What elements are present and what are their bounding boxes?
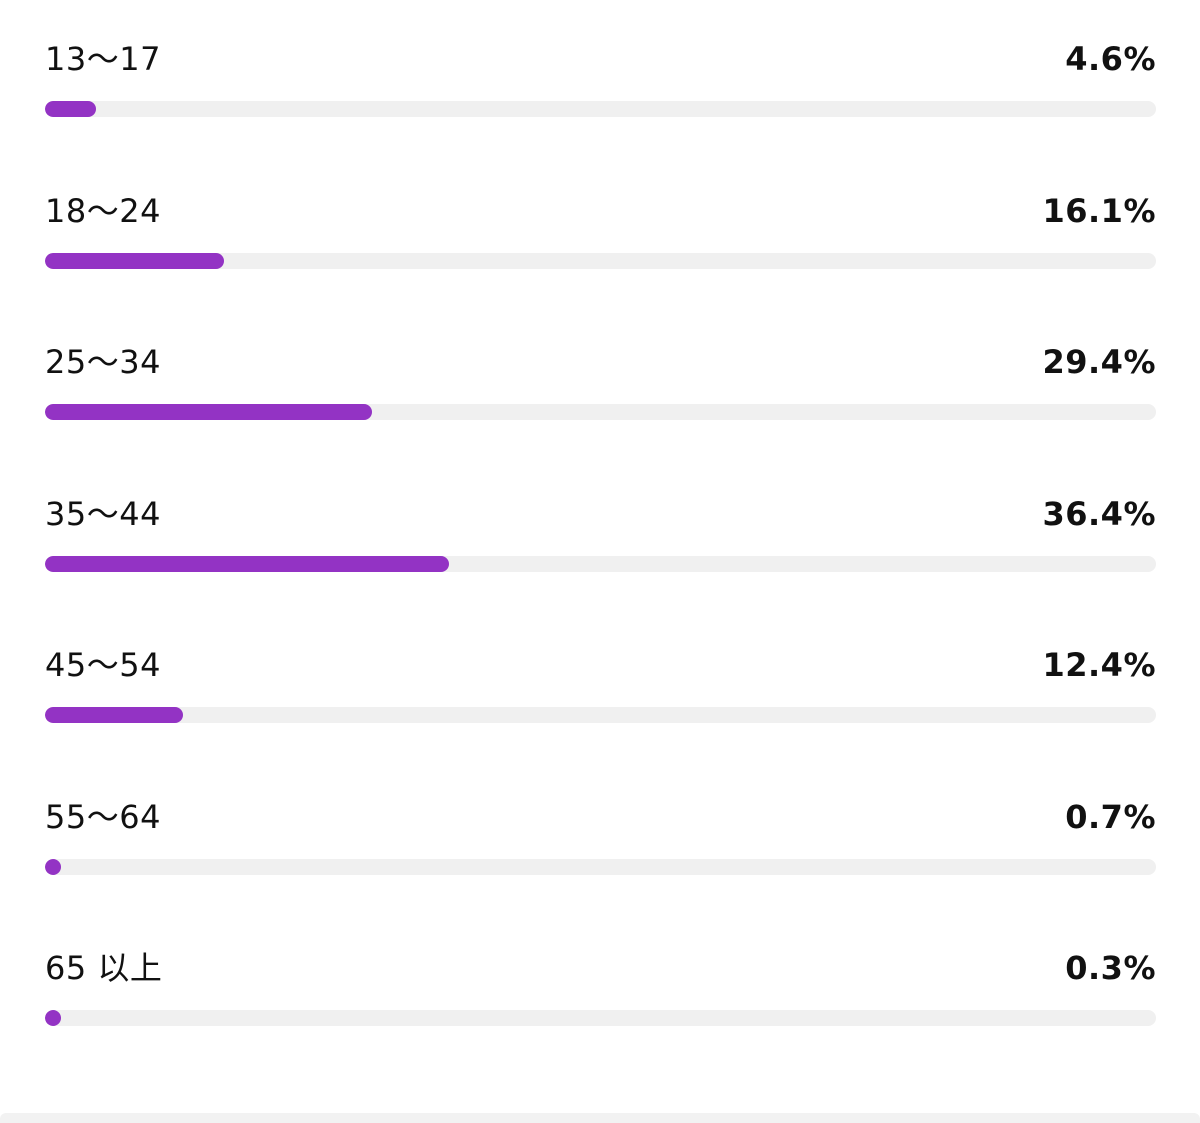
bottom-divider <box>0 1113 1200 1123</box>
age-row: 45～54 12.4% <box>45 611 1156 731</box>
bar-fill <box>45 707 183 723</box>
percentage-value: 0.3% <box>1065 949 1156 987</box>
age-row: 55～64 0.7% <box>45 763 1156 883</box>
percentage-value: 36.4% <box>1042 494 1156 533</box>
age-range-label: 18～24 <box>45 191 161 230</box>
age-row: 65 以上 0.3% <box>45 914 1156 1034</box>
bar-fill <box>45 858 61 875</box>
age-row: 13～17 4.6% <box>45 5 1156 125</box>
percentage-value: 12.4% <box>1042 646 1156 684</box>
bar-fill <box>45 1010 61 1026</box>
bar-track <box>45 1010 1156 1026</box>
age-range-label: 25～34 <box>45 343 161 381</box>
bar-fill <box>45 252 224 269</box>
age-range-label: 45～54 <box>45 646 161 684</box>
age-row: 35～44 36.4% <box>45 460 1156 580</box>
age-range-label: 55～64 <box>45 797 161 836</box>
age-row: 18～24 16.1% <box>45 157 1156 277</box>
age-range-label: 35～44 <box>45 494 161 533</box>
bar-track <box>45 858 1156 875</box>
bar-track <box>45 404 1156 420</box>
bar-track <box>45 101 1156 117</box>
age-row: 25～34 29.4% <box>45 308 1156 428</box>
bar-fill <box>45 404 372 420</box>
percentage-value: 29.4% <box>1042 343 1156 381</box>
bar-track <box>45 252 1156 269</box>
age-range-label: 65 以上 <box>45 949 163 987</box>
percentage-value: 16.1% <box>1042 191 1156 230</box>
bar-track <box>45 707 1156 723</box>
bar-track <box>45 555 1156 572</box>
bar-fill <box>45 555 450 572</box>
bar-fill <box>45 101 97 117</box>
age-range-label: 13～17 <box>45 40 161 78</box>
percentage-value: 0.7% <box>1065 797 1156 836</box>
percentage-value: 4.6% <box>1065 40 1156 78</box>
